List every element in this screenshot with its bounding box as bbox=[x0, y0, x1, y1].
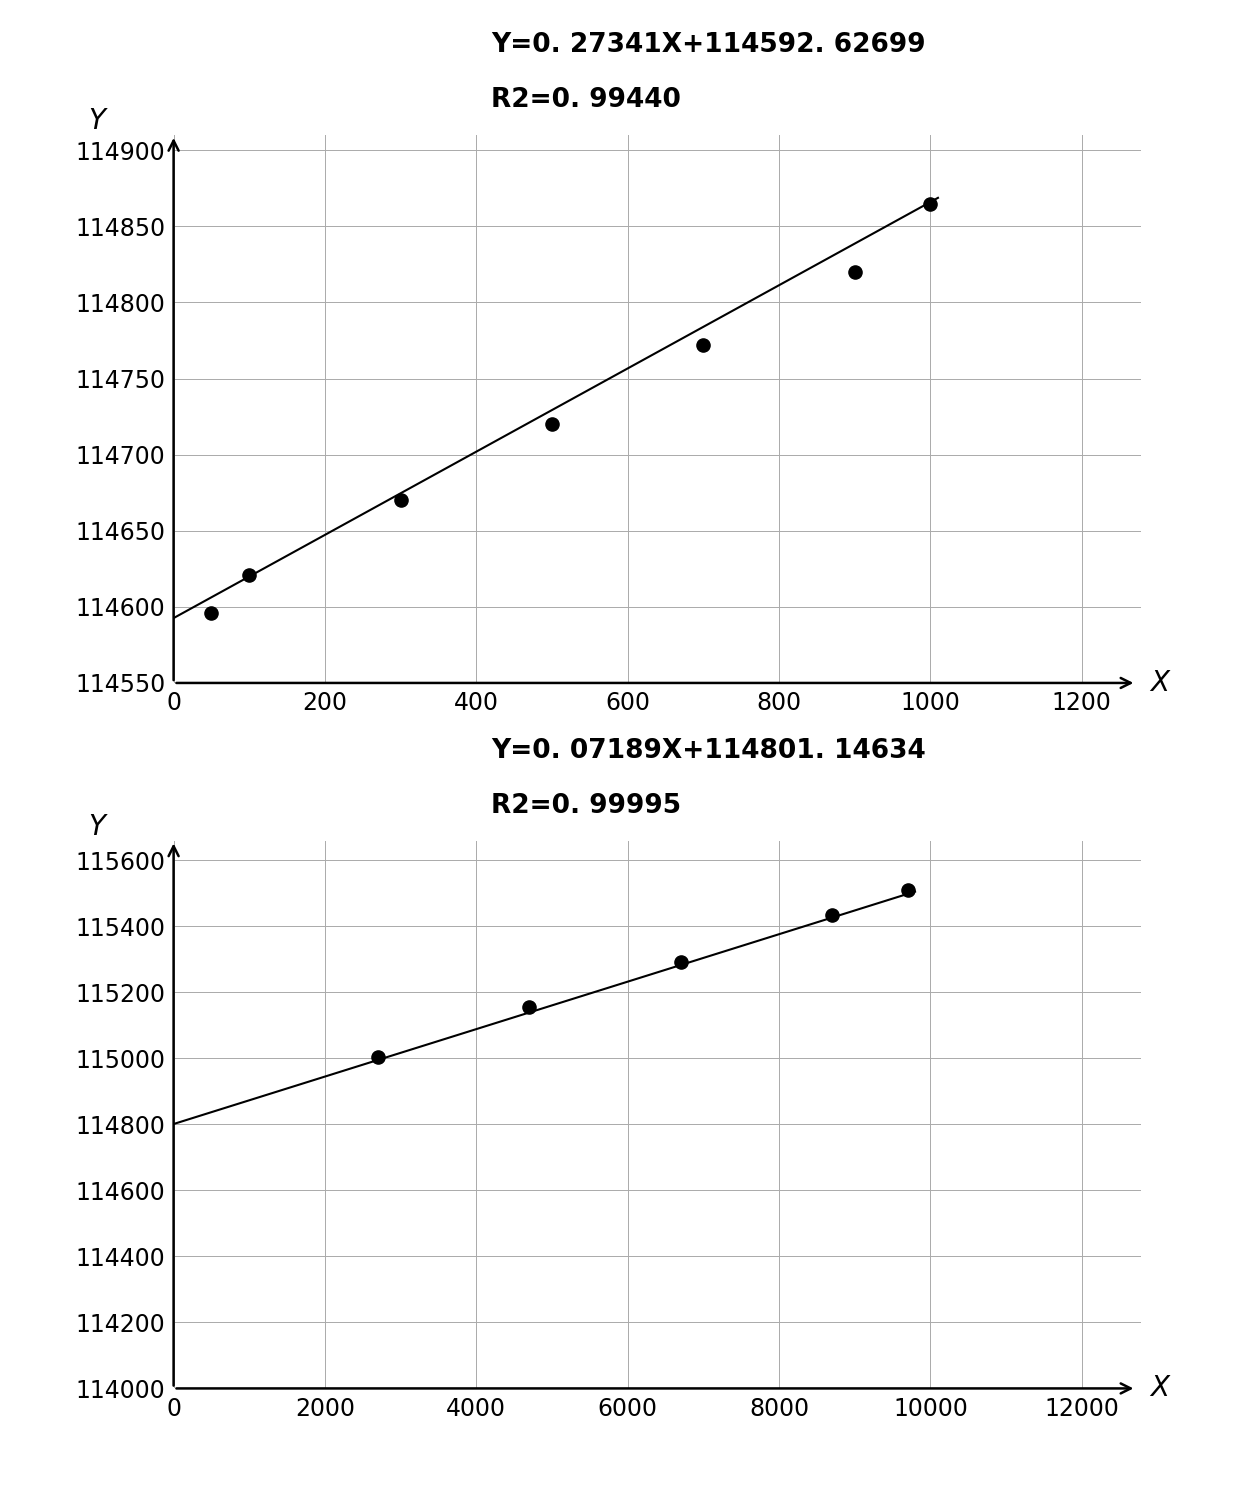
Point bbox=[693, 333, 713, 357]
Point bbox=[542, 413, 562, 437]
Point bbox=[239, 563, 259, 587]
Text: Y: Y bbox=[88, 812, 105, 841]
Text: R2=0. 99440: R2=0. 99440 bbox=[491, 87, 681, 113]
Point bbox=[391, 488, 410, 512]
Point bbox=[844, 260, 864, 284]
Point bbox=[520, 995, 539, 1019]
Text: R2=0. 99995: R2=0. 99995 bbox=[491, 793, 682, 818]
Text: Y=0. 07189X+114801. 14634: Y=0. 07189X+114801. 14634 bbox=[491, 738, 926, 764]
Text: X: X bbox=[1149, 1375, 1169, 1402]
Point bbox=[898, 878, 918, 902]
Point bbox=[671, 950, 691, 974]
Point bbox=[202, 600, 222, 624]
Point bbox=[920, 192, 940, 216]
Point bbox=[822, 902, 842, 926]
Point bbox=[368, 1045, 388, 1069]
Text: Y: Y bbox=[88, 107, 105, 135]
Text: X: X bbox=[1149, 669, 1169, 696]
Text: Y=0. 27341X+114592. 62699: Y=0. 27341X+114592. 62699 bbox=[491, 33, 926, 59]
